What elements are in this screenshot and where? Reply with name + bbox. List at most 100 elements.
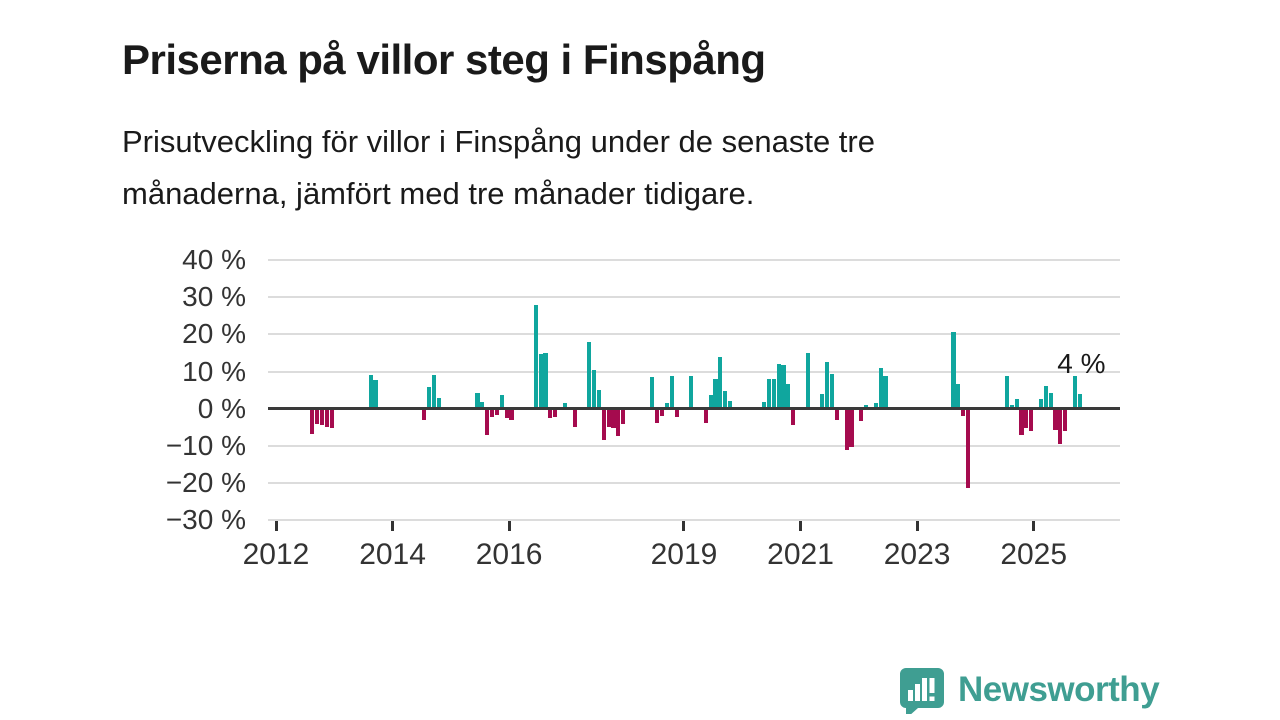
bar — [689, 376, 694, 409]
bar — [1063, 408, 1068, 432]
bar — [572, 408, 577, 428]
bar — [723, 391, 728, 409]
bar — [829, 373, 835, 409]
newsworthy-logo: Newsworthy — [898, 666, 1160, 714]
x-axis-label: 2023 — [883, 538, 951, 571]
y-axis-label: 30 % — [182, 281, 246, 313]
bar — [324, 408, 330, 428]
page-subtitle: Prisutveckling för villor i Finspång und… — [122, 116, 1182, 220]
bar — [329, 408, 334, 428]
bar — [762, 402, 767, 409]
x-axis-label: 2019 — [650, 538, 718, 571]
bar — [849, 408, 854, 448]
bar — [1014, 398, 1019, 409]
bar — [431, 374, 436, 409]
y-axis-label: 10 % — [182, 355, 246, 387]
subtitle-line-1: Prisutveckling för villor i Finspång und… — [122, 124, 875, 159]
x-axis-tick — [507, 521, 511, 531]
bar — [805, 353, 810, 409]
x-axis-tick — [915, 521, 919, 531]
x-axis-tick — [391, 521, 395, 531]
y-axis-label: 20 % — [182, 318, 246, 350]
bar — [485, 408, 490, 436]
bar — [713, 379, 718, 409]
bar — [533, 305, 538, 409]
x-axis-tick — [1032, 521, 1036, 531]
bar — [1048, 393, 1053, 409]
newsworthy-logo-icon — [900, 668, 944, 714]
gridline — [268, 370, 1120, 373]
y-axis-label: 0 % — [197, 392, 246, 424]
subtitle-line-2: månaderna, jämfört med tre månader tidig… — [122, 176, 755, 211]
bar — [562, 403, 568, 409]
bar — [1077, 393, 1082, 409]
bar — [781, 365, 786, 409]
bar — [553, 408, 558, 418]
page-title: Priserna på villor steg i Finspång — [122, 36, 766, 84]
gridline — [268, 482, 1120, 485]
newsworthy-logo-text: Newsworthy — [958, 670, 1160, 709]
bar — [1024, 408, 1029, 429]
bar — [844, 408, 849, 451]
bar — [494, 408, 500, 416]
bar — [961, 408, 966, 417]
bar — [616, 408, 621, 437]
bar — [718, 356, 723, 409]
bar — [1058, 408, 1063, 444]
x-axis-tick — [799, 521, 803, 531]
bar — [1053, 408, 1058, 431]
bar — [596, 390, 602, 409]
bar — [611, 408, 616, 429]
bar — [480, 402, 485, 409]
gridline — [268, 445, 1120, 447]
x-axis-tick — [274, 521, 278, 531]
gridline — [268, 333, 1120, 336]
bar — [776, 364, 781, 409]
bar — [587, 342, 592, 409]
bar — [708, 394, 713, 409]
bar — [475, 392, 480, 409]
gridline — [268, 519, 1120, 522]
x-axis-label: 2016 — [475, 538, 543, 571]
bar — [771, 378, 776, 409]
bar — [436, 398, 441, 409]
bar — [786, 384, 791, 409]
bar — [1038, 398, 1044, 409]
y-axis-label: 40 % — [182, 244, 246, 275]
bar — [650, 377, 655, 409]
bar — [592, 370, 597, 409]
bar — [669, 376, 674, 409]
bar — [601, 408, 606, 441]
bar — [883, 375, 888, 409]
bar — [859, 408, 864, 422]
latest-value-label: 4 % — [1057, 348, 1106, 379]
bar — [543, 353, 548, 409]
bar — [426, 387, 432, 409]
bar — [606, 408, 611, 428]
bar — [965, 408, 971, 489]
bar — [538, 354, 543, 409]
bar — [660, 408, 665, 417]
bar — [664, 403, 670, 409]
y-axis-label: −20 % — [165, 467, 246, 499]
bar — [825, 361, 830, 409]
bar — [422, 408, 427, 420]
bar — [951, 332, 956, 409]
zero-line — [268, 407, 1120, 411]
bar — [873, 402, 878, 409]
plot-area: 4 % — [268, 259, 1120, 522]
bar — [621, 408, 626, 425]
price-development-chart: 40 % 30 % 20 % 10 % 0 % −10 % −20 % −30 % 4 % 2… — [165, 244, 1120, 571]
bar — [320, 408, 325, 425]
bar — [499, 395, 504, 409]
bar — [674, 408, 679, 417]
bar — [368, 375, 373, 409]
gridline — [268, 296, 1120, 299]
bar — [863, 405, 869, 409]
bar — [509, 408, 514, 420]
y-axis-label: −10 % — [165, 430, 246, 461]
x-axis-label: 2025 — [1000, 538, 1068, 571]
bar — [310, 408, 315, 434]
bar — [655, 408, 660, 424]
bar — [728, 401, 733, 409]
